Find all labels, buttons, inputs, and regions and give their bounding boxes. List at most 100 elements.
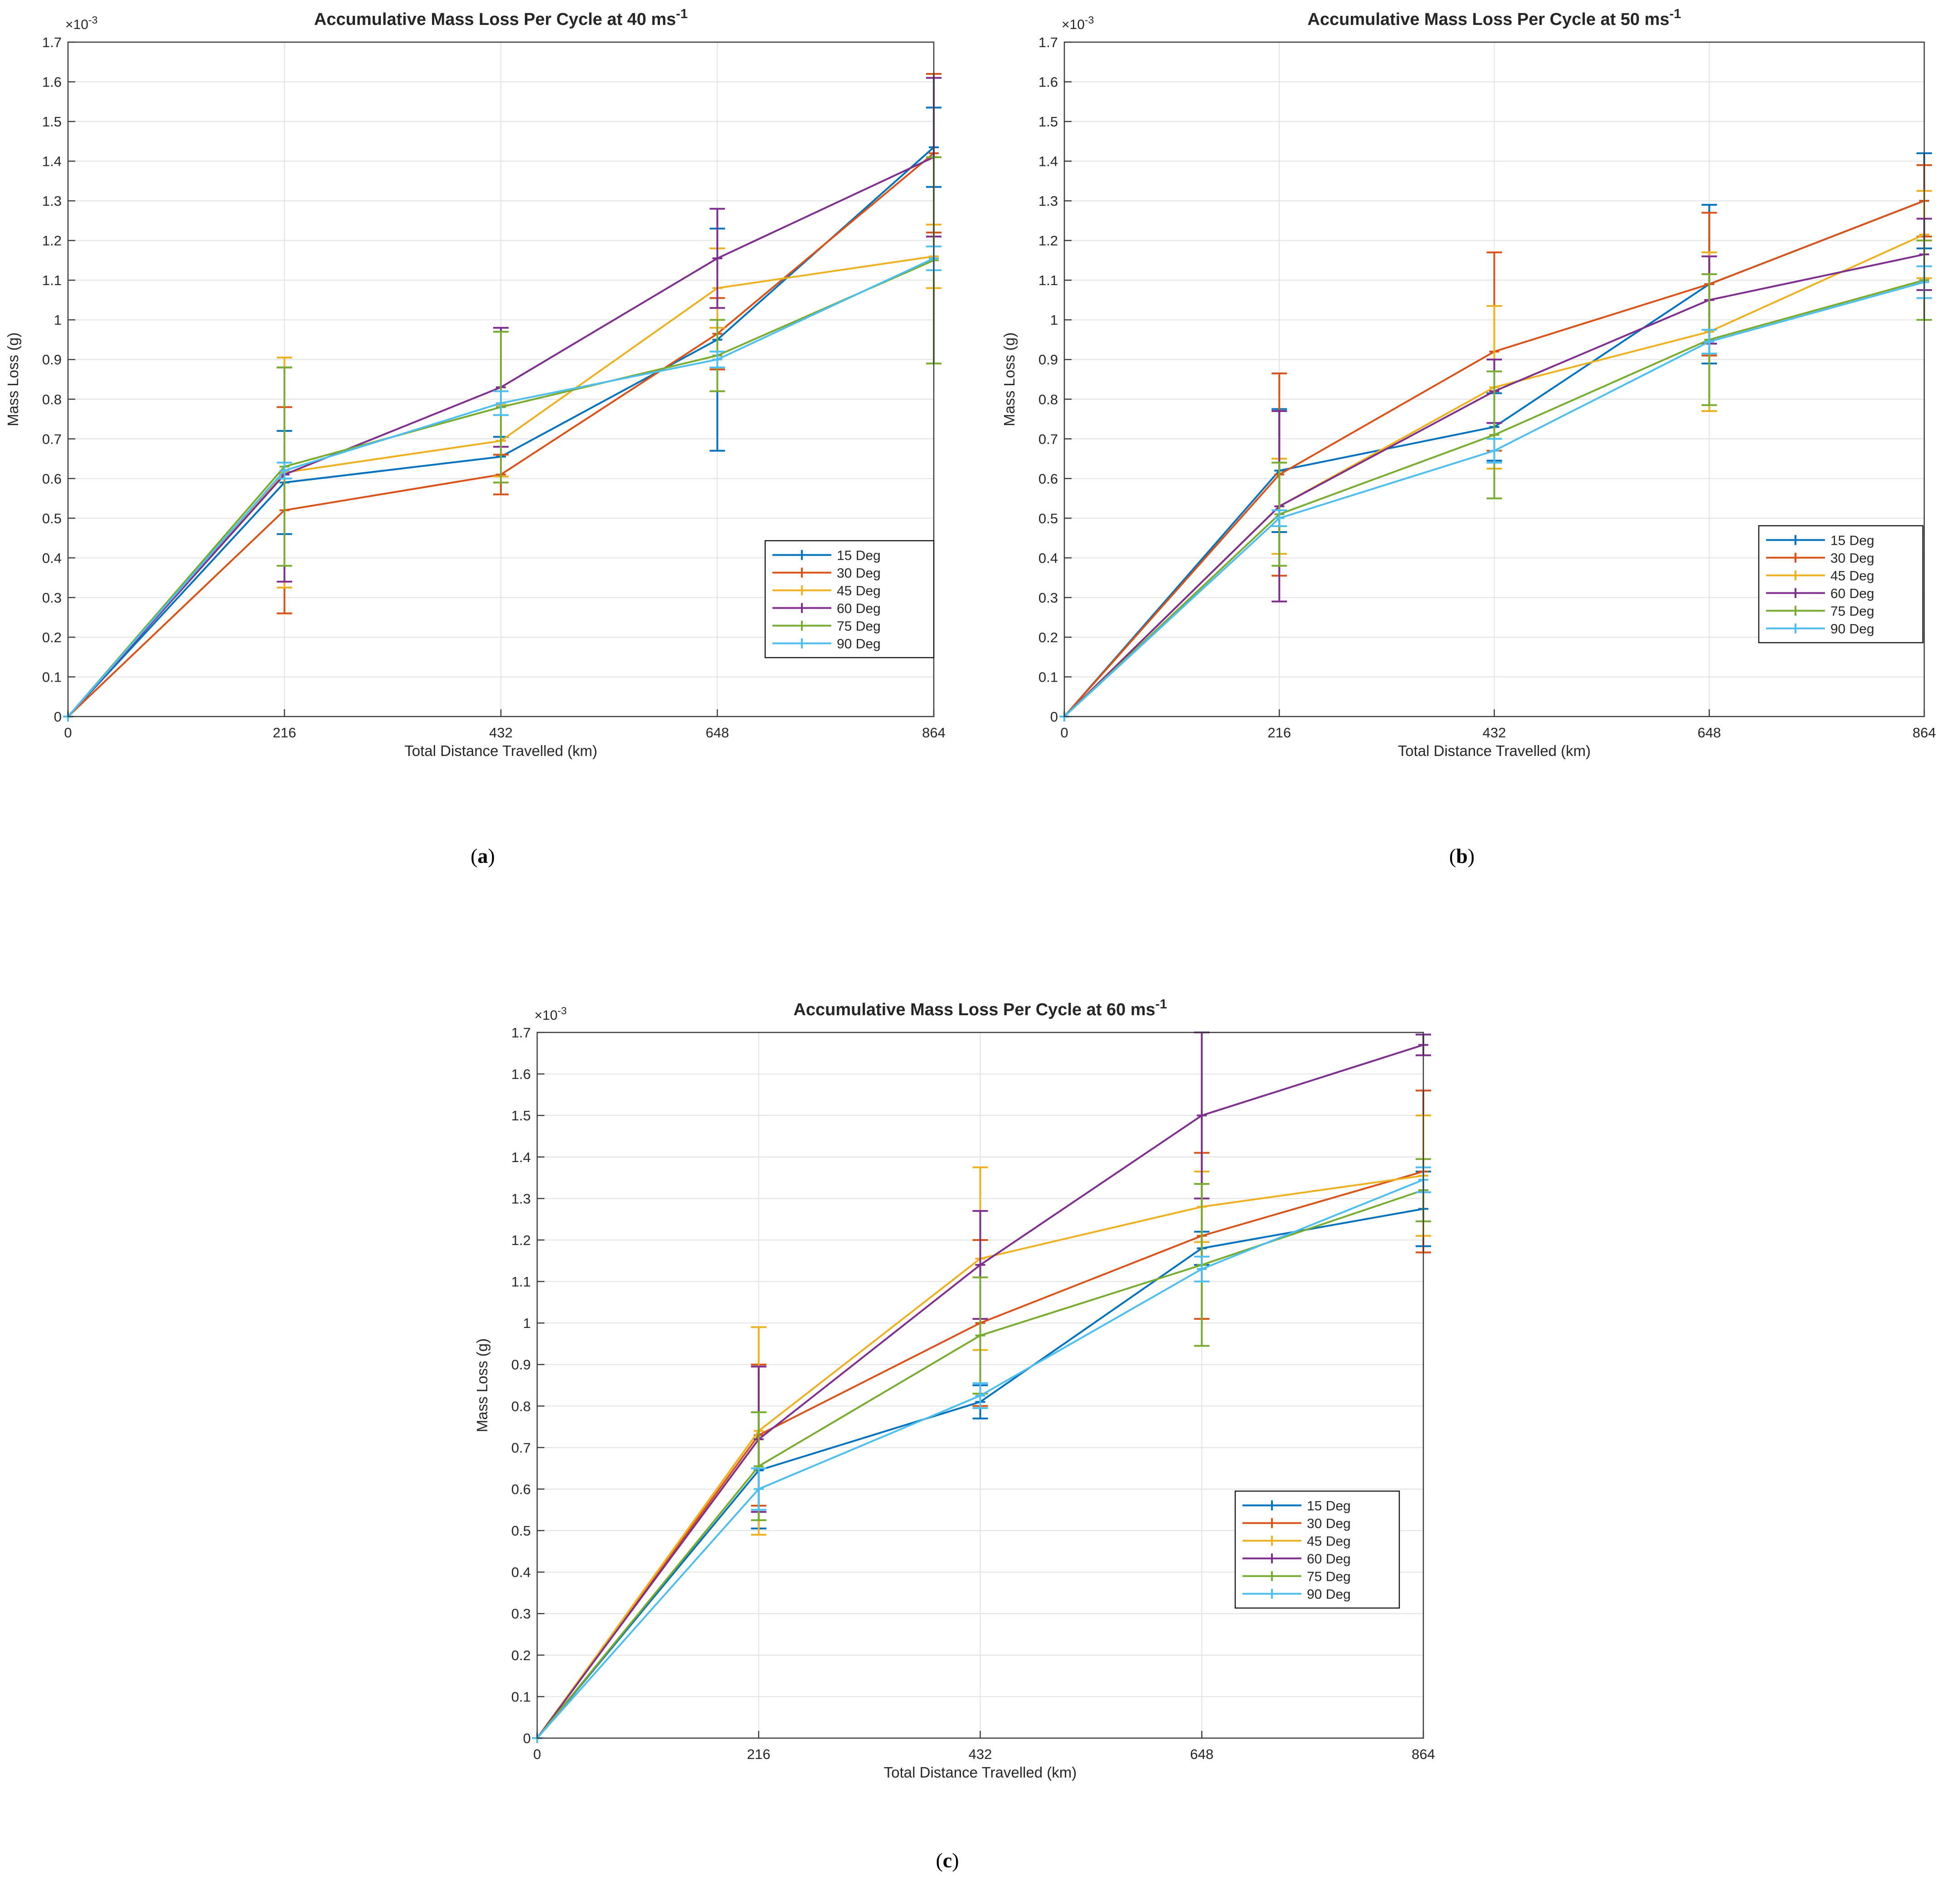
chart-50ms: 0 216 432 648 864 0 0.1 0.2 0.3 0.4 0.5 0.6 0.7 0.8 0.… — [979, 0, 1941, 786]
x-tick-label: 432 — [969, 1746, 992, 1762]
tick-labels: 0 216 432 648 864 0 0.1 0.2 0.3 0.4 0.5 0.6 0.7 0.8 0.… — [1038, 34, 1936, 741]
x-axis-label: Total Distance Travelled (km) — [404, 742, 597, 759]
y-tick-label: 0.8 — [1038, 392, 1058, 407]
legend-label: 75 Deg — [1307, 1570, 1351, 1584]
y-tick-label: 0.1 — [1038, 669, 1058, 685]
legend-label: 30 Deg — [837, 566, 881, 581]
series-60-deg-line — [532, 1032, 1431, 1743]
chart-40ms: 0 216 432 648 864 0 0.1 0.2 0.3 0.4 0.5 0.6 0.7 0.8 0.… — [0, 0, 979, 786]
y-tick-label: 0.3 — [1038, 590, 1058, 606]
legend-label: 75 Deg — [837, 619, 881, 634]
y-tick-label: 0.3 — [511, 1606, 531, 1622]
chart-60ms: 0 216 432 648 864 0 0.1 0.2 0.3 0.4 0.5 0.6 0.7 0.8 0.… — [462, 979, 1487, 1842]
legend-item-45-deg: 45 Deg — [772, 584, 881, 599]
y-tick-label: 0 — [523, 1730, 531, 1746]
caption-c-letter: c — [942, 1849, 952, 1872]
y-tick-label: 0.5 — [511, 1523, 531, 1539]
caption-b: (b) — [1385, 844, 1539, 868]
y-tick-label: 1.2 — [1038, 233, 1058, 249]
y-tick-label: 0.7 — [1038, 431, 1058, 447]
series-90-deg-line — [532, 1166, 1431, 1743]
legend-item-90-deg: 90 Deg — [1242, 1587, 1351, 1602]
y-tick-label: 0.6 — [511, 1481, 531, 1497]
caption-a-close: ) — [488, 844, 495, 867]
y-tick-label: 0.6 — [42, 471, 62, 487]
chart-title: Accumulative Mass Loss Per Cycle at 50 m… — [1307, 7, 1681, 29]
legend-item-30-deg: 30 Deg — [1766, 551, 1874, 566]
y-tick-label: 0.7 — [42, 431, 62, 447]
y-tick-label: 1.4 — [511, 1149, 531, 1165]
y-tick-label: 0.2 — [42, 630, 62, 645]
x-tick-label: 432 — [1483, 725, 1506, 741]
y-tick-label: 1 — [523, 1315, 531, 1331]
chart-title: Accumulative Mass Loss Per Cycle at 60 m… — [793, 997, 1167, 1019]
y-tick-label: 0 — [54, 709, 62, 725]
y-tick-label: 0.2 — [1038, 630, 1058, 645]
legend: 15 Deg 30 Deg 45 Deg 60 Deg 75 Deg 90 Deg — [764, 540, 935, 659]
series-90-deg-line — [1059, 265, 1932, 722]
legend-label: 75 Deg — [1830, 604, 1874, 619]
chart-title: Accumulative Mass Loss Per Cycle at 40 m… — [314, 7, 688, 29]
x-tick-label: 648 — [1190, 1746, 1213, 1762]
y-tick-label: 1.7 — [511, 1025, 531, 1041]
tick-labels: 0 216 432 648 864 0 0.1 0.2 0.3 0.4 0.5 0.6 0.7 0.8 0.… — [511, 1025, 1435, 1762]
x-tick-label: 0 — [64, 725, 72, 741]
legend: 15 Deg 30 Deg 45 Deg 60 Deg 75 Deg 90 Deg — [1758, 525, 1924, 644]
chart-60ms-svg: 0 216 432 648 864 0 0.1 0.2 0.3 0.4 0.5 0.6 0.7 0.8 0.… — [474, 997, 1435, 1781]
x-tick-label: 864 — [1912, 725, 1936, 741]
y-tick-label: 1.6 — [511, 1066, 531, 1082]
legend-item-30-deg: 30 Deg — [772, 566, 881, 581]
y-tick-label: 1.4 — [42, 154, 62, 170]
caption-b-letter: b — [1456, 844, 1468, 867]
x-tick-label: 864 — [1412, 1746, 1435, 1762]
y-axis-label: Mass Loss (g) — [1001, 332, 1018, 426]
caption-b-open: ( — [1449, 844, 1456, 867]
y-tick-label: 0.3 — [42, 590, 62, 606]
legend-item-75-deg: 75 Deg — [772, 619, 881, 634]
y-tick-label: 0.2 — [511, 1647, 531, 1663]
legend-item-60-deg: 60 Deg — [1766, 586, 1874, 601]
x-tick-label: 648 — [706, 725, 729, 741]
legend-label: 60 Deg — [1830, 586, 1874, 601]
x-axis-label: Total Distance Travelled (km) — [884, 1764, 1077, 1781]
legend-label: 15 Deg — [1830, 533, 1874, 548]
y-tick-label: 1.6 — [1038, 74, 1058, 90]
y-tick-label: 0.1 — [42, 669, 62, 685]
y-tick-label: 1.5 — [1038, 114, 1058, 130]
y-axis-exponent-label: ×10-3 — [65, 14, 97, 32]
y-tick-label: 0.9 — [511, 1357, 531, 1373]
y-tick-label: 1 — [54, 312, 62, 328]
x-tick-label: 216 — [273, 725, 296, 741]
legend-label: 30 Deg — [1830, 551, 1874, 566]
series-15-deg-line — [532, 1170, 1431, 1743]
chart-50ms-svg: 0 216 432 648 864 0 0.1 0.2 0.3 0.4 0.5 0.6 0.7 0.8 0.… — [1001, 7, 1936, 759]
y-tick-label: 0.5 — [42, 510, 62, 526]
y-tick-label: 0.7 — [511, 1440, 531, 1456]
legend-item-15-deg: 15 Deg — [1242, 1499, 1351, 1514]
x-tick-label: 216 — [1267, 725, 1291, 741]
y-axis-exponent-label: ×10-3 — [534, 1005, 567, 1023]
y-tick-label: 0.8 — [511, 1398, 531, 1414]
y-tick-label: 1.1 — [511, 1274, 531, 1290]
legend-item-30-deg: 30 Deg — [1242, 1516, 1351, 1531]
x-tick-label: 0 — [1060, 725, 1068, 741]
y-tick-label: 1.5 — [42, 114, 62, 130]
y-tick-label: 1.7 — [1038, 34, 1058, 50]
legend-item-60-deg: 60 Deg — [772, 601, 881, 616]
y-tick-label: 0.1 — [511, 1689, 531, 1705]
x-tick-label: 648 — [1698, 725, 1721, 741]
y-tick-label: 0 — [1050, 709, 1058, 725]
series-group — [1059, 152, 1932, 722]
y-axis-exponent-label: ×10-3 — [1062, 14, 1094, 32]
series-45-deg-line — [532, 1114, 1431, 1743]
y-axis-label: Mass Loss (g) — [474, 1338, 490, 1432]
series-group — [532, 1032, 1431, 1743]
series-30-deg-line — [532, 1090, 1431, 1743]
legend-label: 15 Deg — [1307, 1499, 1351, 1514]
y-tick-label: 1.2 — [42, 233, 62, 249]
y-tick-label: 1.2 — [511, 1232, 531, 1248]
chart-40ms-svg: 0 216 432 648 864 0 0.1 0.2 0.3 0.4 0.5 0.6 0.7 0.8 0.… — [5, 7, 946, 759]
axes — [1063, 41, 1925, 717]
legend-label: 45 Deg — [837, 584, 881, 599]
x-tick-label: 864 — [922, 725, 946, 741]
